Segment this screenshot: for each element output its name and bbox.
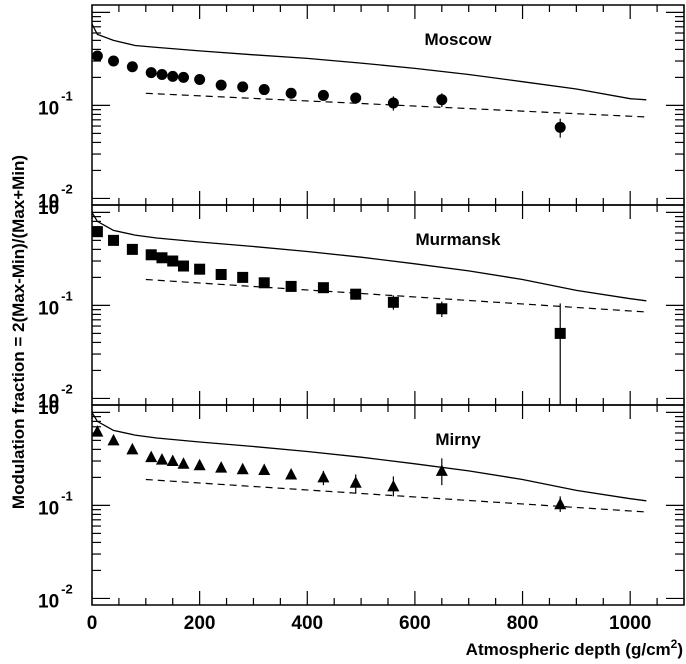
data-point — [387, 97, 399, 109]
data-point — [258, 463, 271, 476]
data-point — [177, 71, 189, 83]
data-point — [193, 458, 206, 471]
data-point — [554, 327, 566, 339]
panel-mirny: 10-1 10-2 10 Mirny — [38, 398, 685, 612]
panel-frame — [91, 404, 685, 606]
y-tick-label: 10-1 — [38, 88, 73, 119]
x-tick-labels: 0 200 400 600 800 1000 — [87, 613, 652, 634]
data-point — [436, 303, 448, 315]
data-point — [350, 288, 362, 300]
y-tick-label: 10 — [38, 198, 59, 219]
model-curve-solid — [91, 23, 647, 101]
data-point — [108, 55, 120, 67]
data-point — [156, 68, 168, 80]
data-point — [156, 252, 168, 264]
y-tick-label: 10-2 — [38, 381, 73, 412]
data-point — [145, 67, 157, 79]
data-point — [435, 464, 448, 476]
data-point — [167, 255, 179, 267]
panel-moscow: 10-1 10-2 Moscow — [38, 4, 685, 212]
data-point — [554, 121, 566, 133]
y-tick-label: 10-2 — [38, 581, 73, 612]
panel-title: Murmansk — [415, 230, 501, 249]
data-point — [237, 81, 249, 93]
data-point — [349, 476, 362, 488]
data-point — [194, 73, 206, 85]
x-tick-label: 400 — [291, 613, 323, 634]
data-point — [236, 462, 249, 475]
data-point — [177, 260, 189, 272]
y-tick-label: 10-1 — [38, 488, 73, 519]
x-tick-label: 800 — [507, 613, 539, 634]
data-point — [107, 433, 120, 446]
x-tick-label: 200 — [184, 613, 216, 634]
y-tick-label: 10 — [38, 398, 59, 419]
data-point — [177, 457, 190, 469]
model-curve-solid — [91, 412, 647, 502]
data-point — [108, 234, 120, 246]
data-point — [317, 89, 329, 101]
data-point — [317, 282, 329, 294]
data-point — [145, 450, 158, 463]
model-curve-dashed — [145, 478, 647, 513]
x-axis-title: Atmospheric depth (g/cm2) — [466, 637, 683, 659]
data-point — [285, 280, 297, 292]
panel-title: Moscow — [424, 30, 492, 49]
x-tick-label: 600 — [399, 613, 431, 634]
panel-murmansk: 10-1 10-2 10 Murmansk — [38, 198, 685, 412]
data-point — [91, 226, 103, 238]
data-point — [215, 461, 228, 473]
data-point — [387, 479, 400, 492]
data-point — [436, 94, 448, 106]
y-tick-label: 10-1 — [38, 288, 73, 319]
y-axis-title: Modulation fraction = 2(Max-Min)/(Max+Mi… — [9, 155, 28, 509]
data-point — [350, 92, 362, 104]
data-point — [126, 243, 138, 255]
data-point — [258, 84, 270, 96]
data-point — [91, 425, 104, 437]
data-point — [126, 442, 139, 455]
data-point — [166, 454, 179, 467]
data-point — [387, 296, 399, 308]
data-point — [285, 467, 298, 480]
data-point — [155, 453, 168, 465]
data-point — [554, 497, 567, 510]
data-point — [285, 87, 297, 99]
data-point — [215, 268, 227, 280]
x-tick-label: 0 — [87, 613, 98, 634]
data-point — [237, 271, 249, 283]
data-point — [91, 50, 103, 62]
model-curve-solid — [91, 212, 647, 302]
data-point — [215, 79, 227, 91]
data-point — [194, 263, 206, 275]
data-point — [145, 249, 157, 261]
x-tick-label: 1000 — [609, 613, 651, 634]
panel-title: Mirny — [435, 430, 481, 449]
data-point — [317, 470, 330, 483]
y-tick-label: 10-2 — [38, 181, 73, 212]
data-point — [126, 61, 138, 73]
data-point — [258, 277, 270, 289]
data-point — [167, 70, 179, 82]
